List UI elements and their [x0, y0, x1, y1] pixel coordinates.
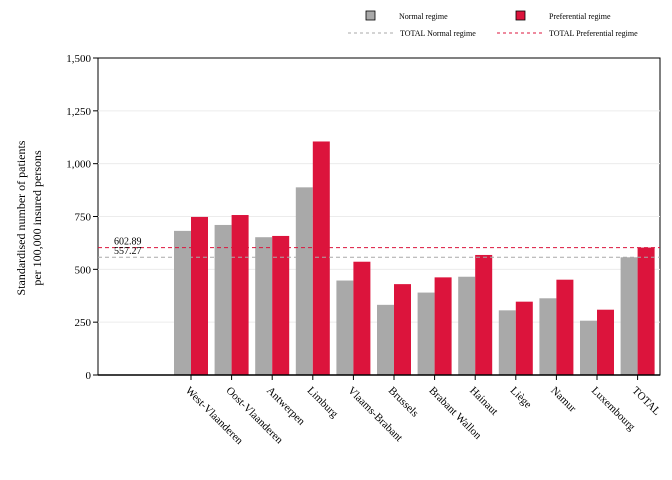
bar-preferential: [515, 301, 533, 375]
y-tick-label: 1,250: [66, 106, 91, 118]
bar-normal: [417, 292, 435, 375]
x-category-label: TOTAL: [629, 385, 662, 418]
bar-normal: [458, 276, 476, 375]
bar-normal: [620, 257, 638, 375]
y-tick-label: 1,500: [66, 53, 91, 65]
bar-normal: [377, 304, 394, 375]
bar-normal: [336, 280, 354, 375]
bar-normal: [255, 237, 273, 375]
legend-label: TOTAL Preferential regime: [549, 29, 638, 38]
x-category-label: Antwerpen: [264, 385, 307, 428]
reference-label: 602.89: [114, 237, 142, 248]
y-tick-label: 250: [75, 317, 92, 329]
x-category-label: Namur: [548, 385, 578, 415]
bar-normal: [295, 187, 313, 375]
bar-normal: [539, 298, 557, 375]
legend-swatch: [515, 10, 526, 21]
legend-label: Preferential regime: [549, 12, 611, 21]
bar-normal: [214, 224, 232, 375]
bar-preferential: [231, 215, 249, 375]
bar-preferential: [637, 247, 655, 375]
bar-preferential: [394, 284, 411, 375]
bar-preferential: [556, 279, 574, 375]
legend-label: Normal regime: [399, 12, 448, 21]
bar-normal: [498, 310, 516, 375]
x-category-label: Liège: [508, 385, 534, 411]
bar-preferential: [272, 235, 290, 375]
bar-preferential: [597, 309, 614, 375]
y-axis-title: per 100,000 insured persons: [30, 150, 44, 286]
y-tick-label: 0: [86, 370, 92, 382]
y-tick-label: 1,000: [66, 159, 91, 171]
x-category-label: Limburg: [305, 385, 341, 421]
reference-label: 557.27: [114, 246, 142, 257]
bar-preferential: [475, 254, 493, 375]
x-category-label: Brussels: [386, 385, 421, 420]
y-axis-title: Standardised number of patients: [14, 140, 28, 295]
bar-preferential: [191, 216, 208, 375]
bar-preferential: [434, 277, 452, 375]
legend-swatch: [365, 10, 376, 21]
bar-preferential: [312, 141, 330, 375]
y-tick-label: 750: [75, 212, 92, 224]
bar-normal: [580, 320, 597, 375]
y-tick-label: 500: [75, 264, 92, 276]
x-category-label: Hainaut: [467, 385, 500, 418]
bar-normal: [174, 230, 191, 375]
bar-preferential: [353, 261, 371, 375]
legend-label: TOTAL Normal regime: [400, 29, 476, 38]
